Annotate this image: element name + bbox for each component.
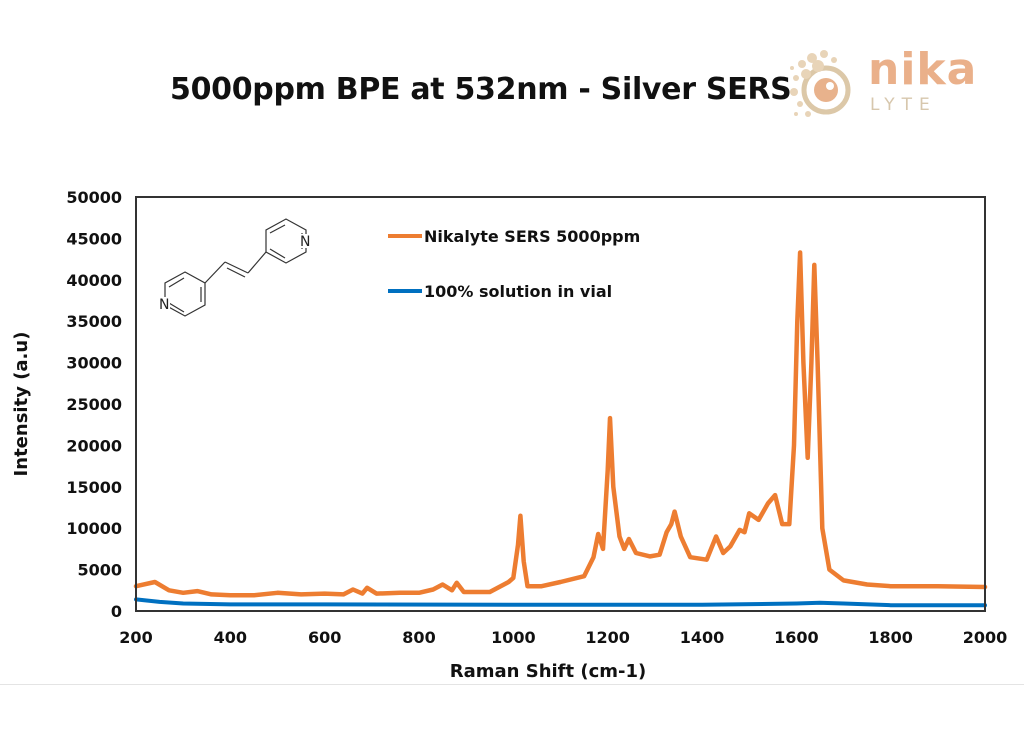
y-tick-label: 35000 [66, 312, 122, 331]
y-tick-label: 20000 [66, 436, 122, 455]
nitrogen-label-left: N [159, 297, 169, 313]
x-axis-title: Raman Shift (cm-1) [450, 661, 647, 682]
y-tick-label: 50000 [66, 188, 122, 207]
x-tick-label: 800 [402, 628, 435, 647]
y-tick-label: 0 [111, 602, 122, 621]
x-tick-label: 600 [308, 628, 341, 647]
y-tick-label: 30000 [66, 354, 122, 373]
series-line-nikalyte-sers [133, 250, 988, 598]
legend-label-nikalyte: Nikalyte SERS 5000ppm [424, 227, 640, 246]
y-tick-label: 5000 [77, 561, 122, 580]
series-lines [133, 250, 988, 608]
x-tick-label: 200 [119, 628, 152, 647]
x-tick-label: 1600 [774, 628, 819, 647]
y-tick-label: 10000 [66, 519, 122, 538]
nitrogen-label-right: N [300, 234, 310, 250]
y-tick-label: 40000 [66, 271, 122, 290]
x-tick-label: 1000 [491, 628, 536, 647]
logo-wordmark: nika [868, 44, 978, 95]
x-tick-label: 1800 [868, 628, 913, 647]
legend-label-solution: 100% solution in vial [424, 282, 612, 301]
x-tick-label: 1200 [585, 628, 630, 647]
nikalyte-eye-logo-icon [790, 50, 851, 117]
y-axis-title: Intensity (a.u) [11, 332, 32, 477]
y-tick-label: 25000 [66, 395, 122, 414]
y-axis-ticks: 0 5000 10000 15000 20000 25000 30000 35000 40000… [66, 188, 122, 621]
bpe-molecule-structure [164, 218, 307, 317]
x-axis-ticks: 200 400 600 800 1000 1200 1400 1600 1800 2000 [119, 628, 1007, 647]
logo-subtext: LYTE [870, 95, 937, 115]
page-separator [0, 684, 1024, 685]
plot-area-frame [135, 196, 986, 612]
x-tick-label: 1400 [680, 628, 725, 647]
x-tick-label: 400 [214, 628, 247, 647]
legend: Nikalyte SERS 5000ppm 100% solution in v… [388, 227, 640, 301]
y-tick-label: 45000 [66, 229, 122, 248]
x-tick-label: 2000 [963, 628, 1008, 647]
chart-title: 5000ppm BPE at 532nm - Silver SERS [170, 72, 792, 107]
y-tick-label: 15000 [66, 478, 122, 497]
series-line-solution-vial [134, 597, 987, 608]
